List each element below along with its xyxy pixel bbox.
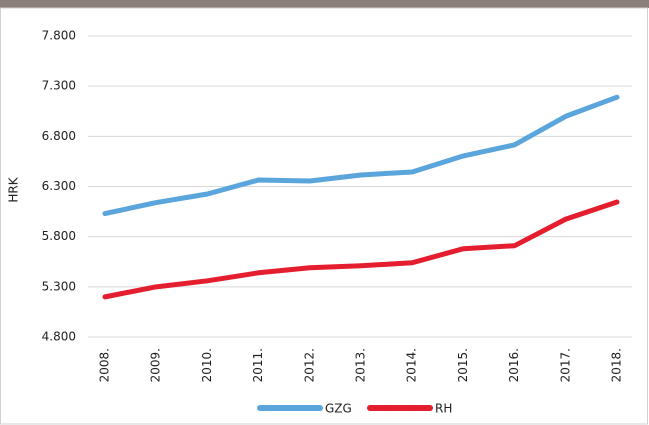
x-tick-label: 2017.	[558, 348, 572, 382]
y-tick-label: 6.300	[42, 179, 76, 193]
x-tick-label: 2016.	[507, 348, 521, 382]
x-tick-label: 2011.	[251, 348, 265, 382]
x-tick-label: 2013.	[354, 348, 368, 382]
x-tick-label: 2009.	[149, 348, 163, 382]
y-tick-label: 7.300	[42, 79, 76, 93]
series-line	[102, 199, 620, 300]
x-tick-label: 2012.	[302, 348, 316, 382]
series-line	[102, 94, 620, 217]
x-tick-label: 2018.	[610, 348, 624, 382]
frame	[0, 7, 648, 425]
x-tick-label: 2010.	[200, 348, 214, 382]
y-axis-label: HRK	[7, 176, 21, 202]
header-bar	[0, 0, 649, 8]
y-tick-label: 6.800	[42, 129, 76, 143]
legend-label: RH	[435, 402, 452, 416]
legend-label: GZG	[325, 402, 352, 416]
y-tick-label: 5.300	[42, 279, 76, 293]
x-tick-label: 2015.	[456, 348, 470, 382]
y-tick-label: 5.800	[42, 229, 76, 243]
y-tick-label: 7.800	[42, 29, 76, 43]
x-tick-label: 2008.	[98, 348, 112, 382]
y-tick-label: 4.800	[42, 330, 76, 344]
x-tick-label: 2014.	[405, 348, 419, 382]
